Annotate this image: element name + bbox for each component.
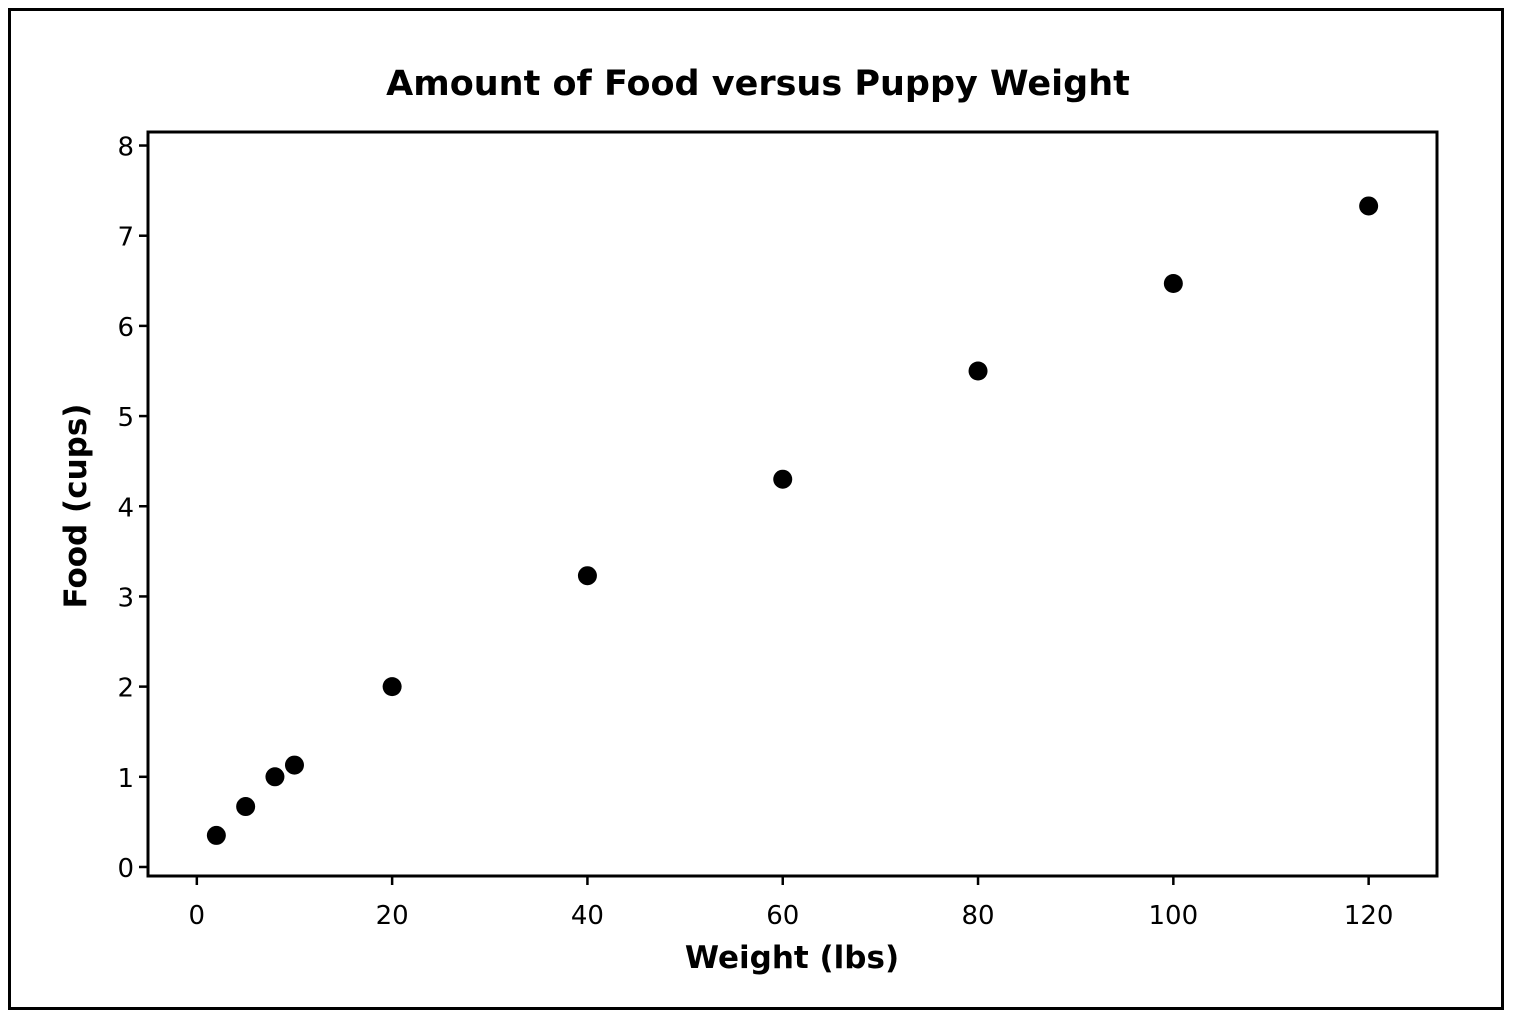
chart-frame [8, 8, 1504, 1010]
x-tick-label: 20 [376, 901, 409, 931]
y-tick-label: 3 [117, 583, 134, 613]
x-tick-label: 120 [1344, 901, 1394, 931]
y-tick-label: 2 [117, 674, 134, 704]
data-point [206, 825, 226, 845]
x-tick-label: 40 [571, 901, 604, 931]
data-point [382, 677, 402, 697]
chart-title: Amount of Food versus Puppy Weight [386, 64, 1130, 104]
y-axis: 0 1 2 3 4 5 6 7 8 [117, 133, 148, 884]
data-point [577, 566, 597, 586]
y-axis-label: Food (cups) [58, 404, 94, 609]
y-tick-label: 5 [117, 403, 134, 433]
data-point [968, 361, 988, 381]
y-tick-label: 0 [117, 854, 134, 884]
y-tick-label: 8 [117, 133, 134, 163]
x-tick-label: 60 [766, 901, 799, 931]
data-point [1163, 274, 1183, 294]
y-tick-label: 6 [117, 313, 134, 343]
x-tick-label: 100 [1149, 901, 1199, 931]
data-point [1359, 196, 1379, 216]
y-tick-label: 1 [117, 764, 134, 794]
plot-area [146, 130, 1439, 878]
data-point [236, 797, 256, 817]
y-tick-label: 7 [117, 223, 134, 253]
data-point [265, 767, 285, 787]
data-points [206, 196, 1379, 845]
x-tick-label: 0 [189, 901, 206, 931]
data-point [284, 755, 304, 775]
data-point [773, 469, 793, 489]
x-tick-label: 80 [961, 901, 994, 931]
y-tick-label: 4 [117, 493, 134, 523]
x-axis-label: Weight (lbs) [685, 940, 899, 976]
x-axis: 0 20 40 60 80 100 120 [189, 876, 1394, 931]
